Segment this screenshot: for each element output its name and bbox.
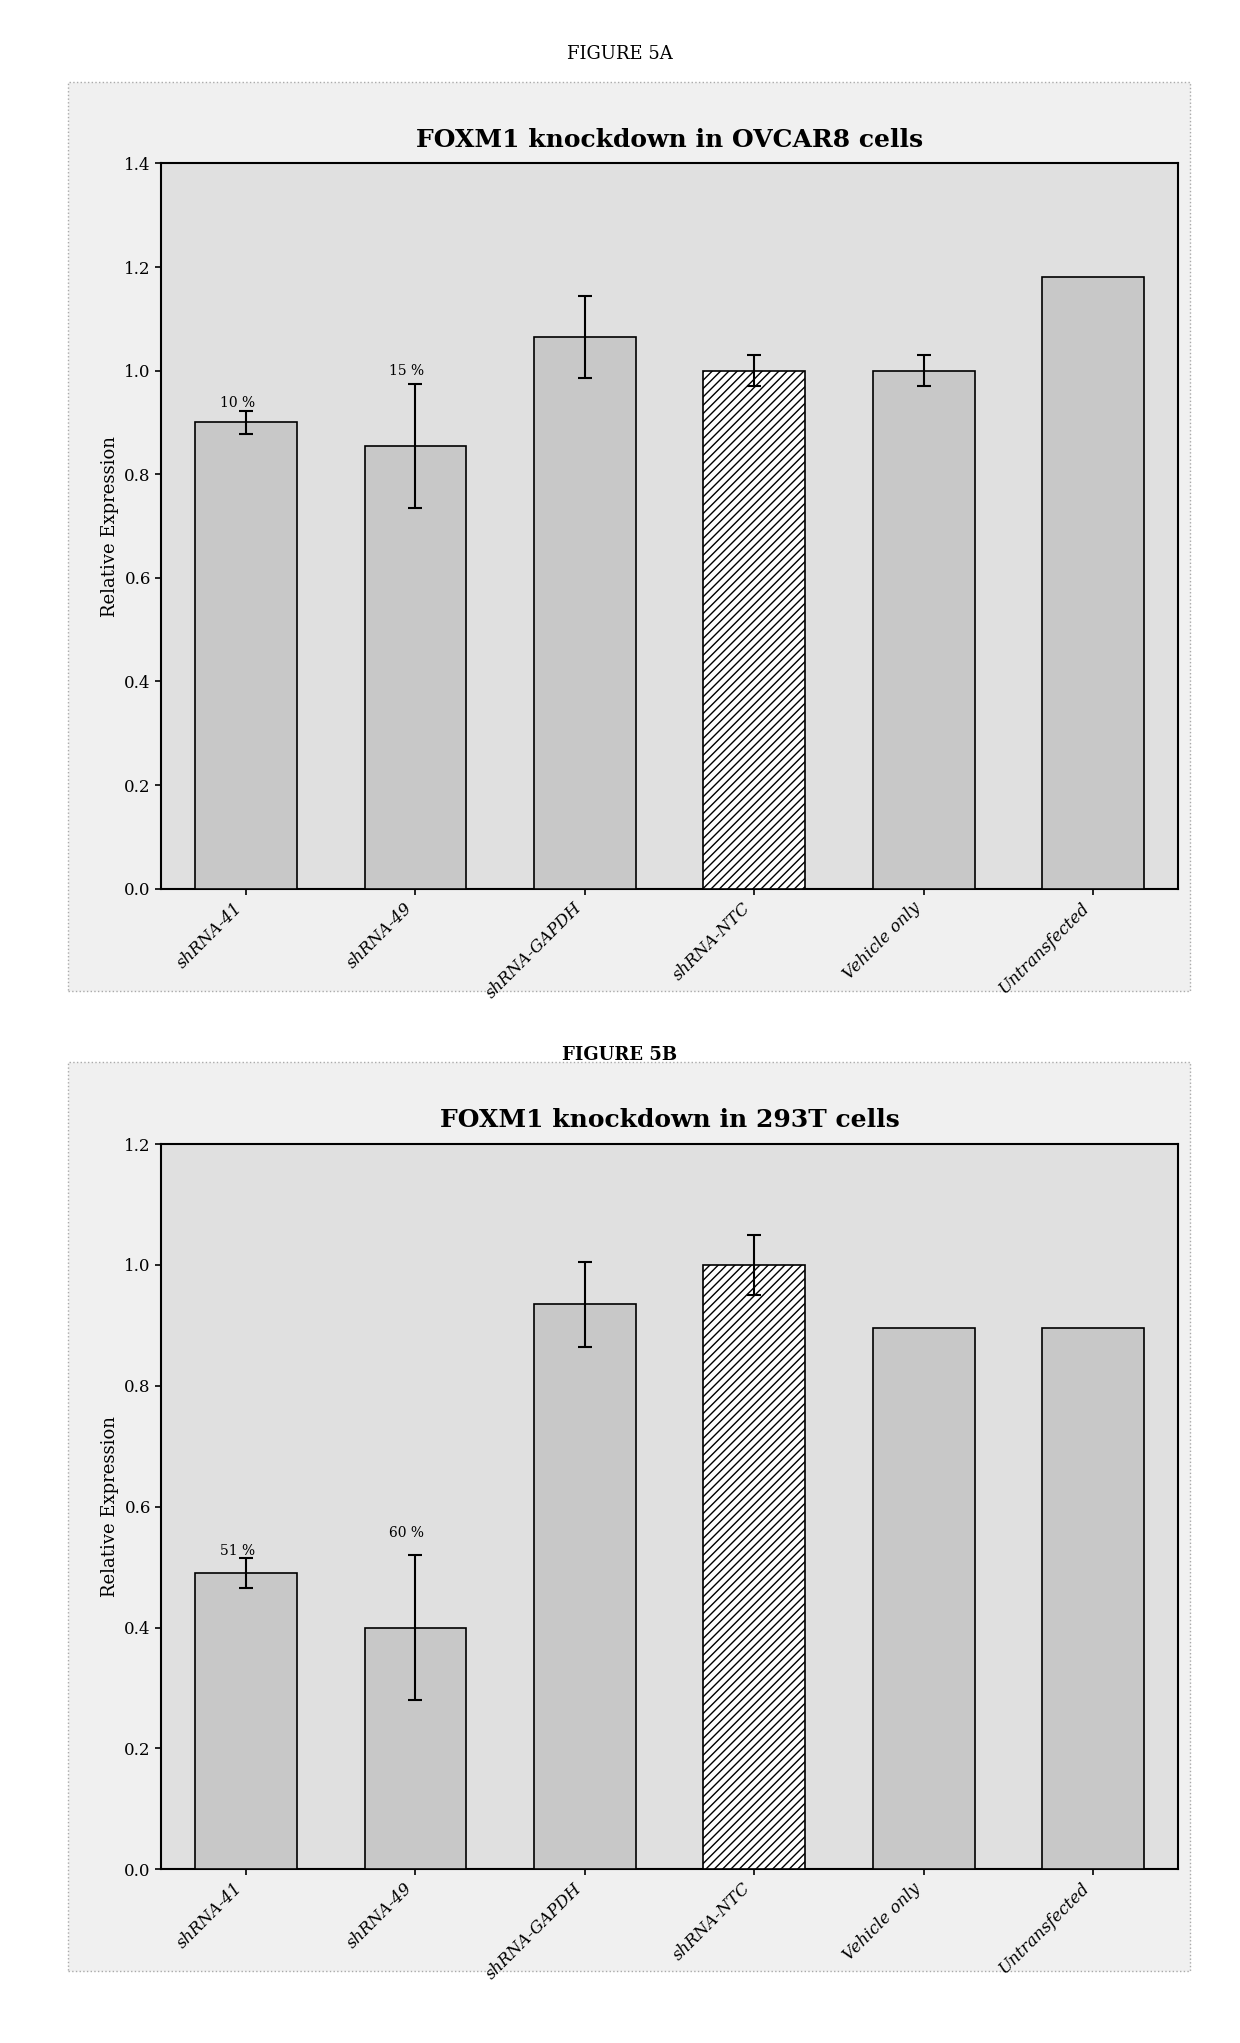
- Text: 15 %: 15 %: [389, 364, 424, 378]
- Bar: [534, 337, 636, 889]
- Bar: [703, 1265, 805, 1869]
- Y-axis label: Relative Expression: Relative Expression: [100, 435, 119, 617]
- Bar: [873, 1328, 975, 1869]
- Y-axis label: Relative Expression: Relative Expression: [100, 1416, 119, 1598]
- Bar: [195, 423, 296, 889]
- Bar: [873, 370, 975, 889]
- Text: 10 %: 10 %: [219, 396, 255, 409]
- Title: FOXM1 knockdown in 293T cells: FOXM1 knockdown in 293T cells: [440, 1109, 899, 1132]
- Bar: [365, 1628, 466, 1869]
- Bar: [365, 445, 466, 889]
- Bar: [703, 370, 805, 889]
- Text: 60 %: 60 %: [389, 1526, 424, 1540]
- Bar: [1043, 278, 1145, 889]
- Text: FIGURE 5B: FIGURE 5B: [563, 1046, 677, 1064]
- Title: FOXM1 knockdown in OVCAR8 cells: FOXM1 knockdown in OVCAR8 cells: [417, 129, 923, 151]
- Text: FIGURE 5A: FIGURE 5A: [567, 45, 673, 63]
- Text: 51 %: 51 %: [219, 1545, 255, 1559]
- Bar: [534, 1303, 636, 1869]
- Bar: [195, 1573, 296, 1869]
- Bar: [1043, 1328, 1145, 1869]
